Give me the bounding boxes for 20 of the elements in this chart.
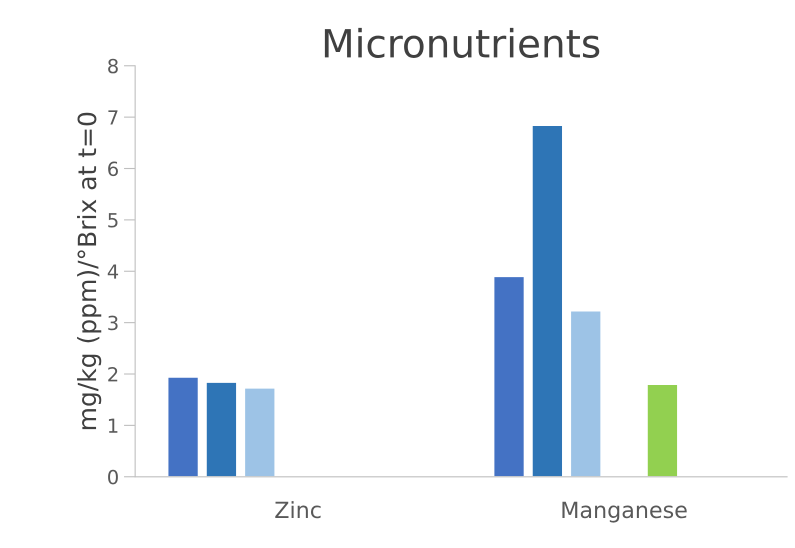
y-tick-label: 1 (108, 418, 118, 433)
y-tick-label: 8 (108, 58, 118, 74)
bar (646, 384, 678, 477)
y-tick-label: 7 (108, 110, 118, 125)
bar (244, 387, 276, 477)
bar (570, 310, 602, 477)
bar (167, 376, 200, 477)
y-tick-label: 0 (108, 470, 118, 484)
y-tick-label: 3 (108, 316, 118, 330)
bar (531, 124, 564, 477)
chart-title: Micronutrients (324, 28, 600, 58)
y-tick-label: 2 (108, 366, 118, 382)
y-axis-title: mg/kg (ppm)/°Brix at t=0 (77, 112, 102, 430)
bar (205, 382, 238, 477)
y-tick-label: 4 (108, 264, 118, 279)
x-tick-label: Zinc (275, 501, 321, 518)
y-tick-label: 6 (108, 161, 118, 176)
bar (493, 276, 526, 477)
x-tick-label: Manganese (562, 502, 687, 523)
y-tick-label: 5 (108, 213, 118, 228)
